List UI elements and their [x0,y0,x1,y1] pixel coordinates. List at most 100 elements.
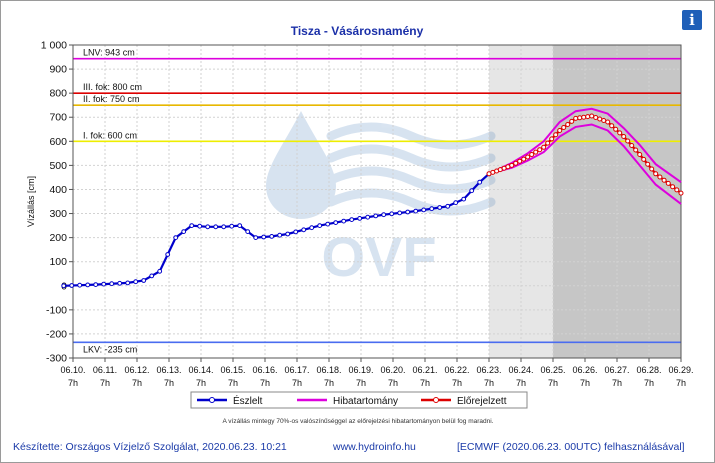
observed-point [61,283,67,289]
observed-point [101,281,107,287]
watermark-wave [326,188,496,216]
x-tick-time-label: 7h [484,378,494,388]
observed-point [189,223,195,229]
observed-point [405,209,411,215]
x-tick-time-label: 7h [164,378,174,388]
observed-point [117,280,123,286]
observed-point [445,203,451,209]
x-tick-label: 06.18. [316,365,341,375]
y-axis-label: Vízállás [cm] [26,176,36,227]
x-tick-time-label: 7h [580,378,590,388]
observed-point [85,282,91,288]
observed-point [173,235,179,241]
observed-point [437,205,443,210]
y-tick-label: 900 [49,64,67,76]
forecast-point [674,187,680,193]
y-tick-label: 300 [49,208,67,220]
watermark-wave [326,166,496,194]
forecast-point [521,156,527,162]
observed-point [477,179,483,185]
x-tick-time-label: 7h [388,378,398,388]
forecast-point [657,174,663,180]
observed-point [285,231,291,237]
chart-title: Tisza - Vásárosnamény [291,24,424,38]
x-tick-time-label: 7h [292,378,302,388]
observed-point [277,232,283,238]
watermark-text: OVF [321,225,436,288]
forecast-point [625,138,631,144]
observed-point [157,268,163,274]
forecast-point [573,115,579,121]
probability-note: A vízállás mintegy 70%-os valószínűségge… [223,418,494,425]
observed-point [93,282,99,288]
x-tick-label: 06.16. [252,365,277,375]
info-icon[interactable]: i [682,10,702,30]
forecast-point [633,147,639,153]
forecast-point [517,158,523,164]
y-tick-label: 800 [49,88,67,100]
forecast-point [601,118,607,123]
forecast-point [545,140,551,146]
observed-point [293,229,299,235]
observed-point [453,200,459,206]
forecast-point [593,115,599,120]
y-tick-label: 500 [49,160,67,172]
observed-point [373,213,379,219]
x-tick-time-label: 7h [420,378,430,388]
observed-point [213,224,219,230]
x-tick-time-label: 7h [324,378,334,388]
footer-website-link[interactable]: www.hydroinfo.hu [333,441,416,453]
observed-point [357,216,363,221]
x-tick-time-label: 7h [228,378,238,388]
x-tick-time-label: 7h [356,378,366,388]
x-tick-label: 06.15. [220,365,245,375]
observed-point [429,206,435,212]
x-tick-label: 06.21. [412,365,437,375]
y-tick-label: 1 000 [41,40,67,52]
forecast-point [577,115,583,121]
forecast-point [549,136,555,142]
forecast-point [565,122,571,127]
observed-point [341,218,347,224]
observed-point [413,208,419,214]
forecast-point [589,113,595,119]
forecast-point [529,152,535,157]
x-tick-label: 06.11. [93,365,117,375]
x-tick-label: 06.27. [604,365,629,375]
forecast-point [597,116,603,122]
legend-box [190,391,528,409]
y-tick-label: 200 [49,232,67,244]
observed-point [69,283,75,288]
observed-point [269,234,275,239]
observed-point [349,217,355,223]
error-band-lower [488,123,682,205]
forecast-point [649,166,655,172]
observed-point [149,273,155,279]
x-tick-label: 06.25. [540,365,565,375]
y-tick-label: 700 [49,112,67,124]
observed-point [133,279,139,285]
forecast-point [653,171,659,177]
forecast-point [617,130,623,136]
observed-point [317,223,323,229]
observed-point [469,188,475,194]
x-tick-label: 06.12. [124,365,149,375]
legend-marker [209,397,215,403]
forecast-point [561,125,567,130]
forecast-point [537,147,543,153]
observed-point [125,280,131,286]
forecast-point [513,160,519,166]
forecast-point [557,128,563,133]
x-tick-time-label: 7h [644,378,654,388]
error-band-upper [488,107,682,184]
forecast-point [609,123,615,129]
observed-point [237,223,243,229]
observed-point [421,207,427,213]
y-tick-label: 400 [49,184,67,196]
threshold-label: LNV: 943 cm [83,48,135,58]
observed-point [197,223,203,229]
observed-point [253,235,259,241]
forecast-point [569,118,575,124]
legend-marker [433,397,439,403]
